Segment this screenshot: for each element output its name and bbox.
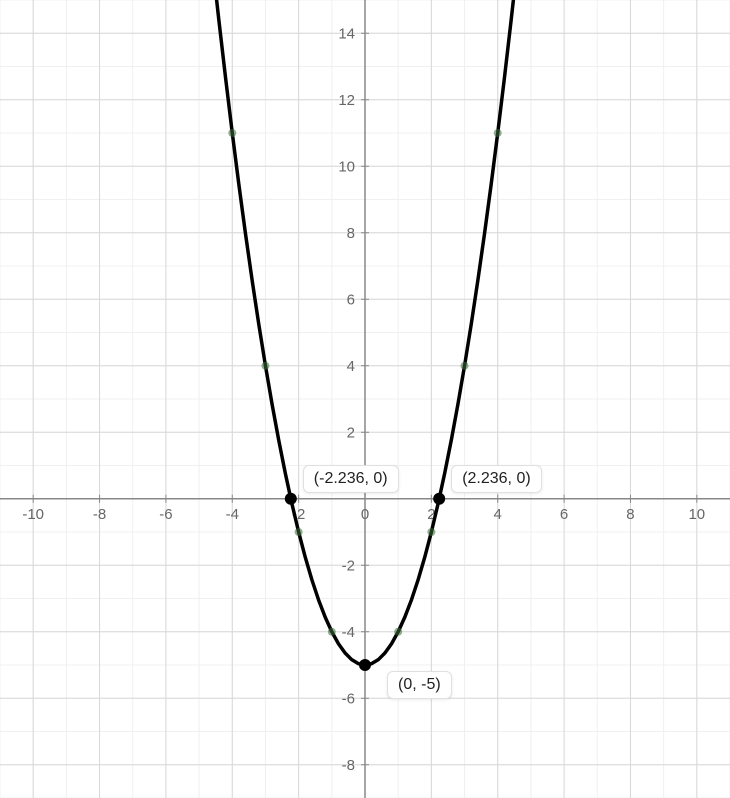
x-tick-label: 4	[494, 506, 502, 523]
data-point	[427, 528, 435, 536]
x-tick-label: -8	[93, 506, 106, 523]
y-tick-label: -6	[342, 690, 355, 707]
y-tick-label: 6	[347, 291, 355, 308]
point-callout: (0, -5)	[387, 671, 452, 699]
callout-label: (0, -5)	[398, 676, 441, 693]
data-point	[461, 362, 469, 370]
data-point	[261, 362, 269, 370]
parabola-chart: -10-8-6-4-20246810-8-6-4-22468101214 (-2…	[0, 0, 730, 798]
x-tick-label: 8	[626, 506, 634, 523]
y-tick-label: 2	[347, 424, 355, 441]
y-tick-label: 4	[347, 358, 355, 375]
data-point	[394, 628, 402, 636]
x-tick-label: -4	[226, 506, 239, 523]
data-point	[328, 628, 336, 636]
x-tick-label: 10	[688, 506, 705, 523]
x-tick-label: -10	[22, 506, 44, 523]
y-tick-label: 8	[347, 225, 355, 242]
callout-label: (2.236, 0)	[462, 470, 530, 487]
callout-label: (-2.236, 0)	[314, 470, 388, 487]
x-tick-label: -6	[159, 506, 172, 523]
data-point	[228, 129, 236, 137]
data-point	[295, 528, 303, 536]
y-tick-label: -8	[342, 757, 355, 774]
y-tick-label: 10	[338, 158, 355, 175]
y-tick-label: -2	[342, 557, 355, 574]
y-tick-label: 14	[338, 25, 355, 42]
y-tick-label: 12	[338, 92, 355, 109]
data-point	[494, 129, 502, 137]
point-callout: (-2.236, 0)	[303, 465, 399, 493]
y-tick-label: -4	[342, 624, 355, 641]
x-tick-label: 0	[361, 506, 369, 523]
x-tick-label: 6	[560, 506, 568, 523]
chart-svg: -10-8-6-4-20246810-8-6-4-22468101214	[0, 0, 730, 798]
key-point	[433, 493, 445, 505]
key-point	[359, 659, 371, 671]
point-callout: (2.236, 0)	[451, 465, 541, 493]
key-point	[285, 493, 297, 505]
